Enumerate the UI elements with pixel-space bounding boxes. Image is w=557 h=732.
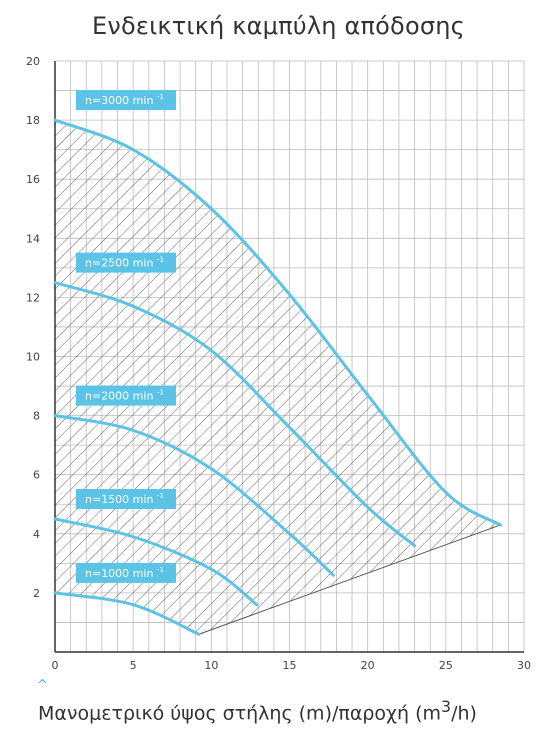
series-label-box bbox=[76, 385, 176, 406]
series-label-box bbox=[76, 252, 176, 273]
x-tick-label: 15 bbox=[283, 659, 297, 672]
chart-caption: Μανομετρικό ύψος στήλης (m)/παροχή (m3/h… bbox=[38, 697, 477, 724]
series-line bbox=[53, 591, 201, 636]
series-label-name: n=1000 min bbox=[85, 567, 157, 580]
series-label-text: n=2500 min -1 bbox=[85, 256, 164, 270]
caption-prefix: Μανομετρικό ύψος στήλης (m)/παροχή (m bbox=[38, 702, 442, 725]
x-tick-label: 5 bbox=[130, 659, 137, 672]
y-tick-label: 16 bbox=[26, 173, 40, 186]
y-tick-label: 10 bbox=[26, 351, 40, 364]
operating-area bbox=[55, 120, 501, 635]
x-tick-label: 30 bbox=[517, 659, 531, 672]
curves bbox=[53, 118, 503, 636]
series-label-text: n=3000 min -1 bbox=[85, 93, 164, 107]
caption-sup: 3 bbox=[441, 697, 452, 716]
series-label: n=1000 min -1 bbox=[76, 562, 176, 583]
series-line bbox=[53, 414, 335, 577]
series-label-sup: -1 bbox=[157, 566, 164, 574]
series-line bbox=[53, 517, 259, 607]
operating-area-hatch bbox=[55, 120, 501, 635]
series-label-text: n=1000 min -1 bbox=[85, 566, 164, 580]
series-line bbox=[53, 281, 417, 548]
series-label-box bbox=[76, 90, 176, 111]
y-tick-label: 8 bbox=[33, 410, 40, 423]
x-tick-label: 25 bbox=[439, 659, 453, 672]
axes bbox=[54, 61, 524, 653]
y-tick-label: 14 bbox=[26, 232, 40, 245]
tick-labels: 2 4 6 8 10 12 14 16 18 20 0 5 10 15 20 25 30 bbox=[26, 55, 531, 672]
series-label-sup: -1 bbox=[157, 492, 164, 500]
series-label: n=2500 min -1 bbox=[76, 252, 176, 273]
series-label-name: n=2500 min bbox=[85, 257, 157, 270]
series-label-name: n=3000 min bbox=[85, 94, 157, 107]
series-label-box bbox=[76, 489, 176, 510]
y-tick-label: 4 bbox=[33, 528, 40, 541]
series-label-text: n=1500 min -1 bbox=[85, 492, 164, 506]
series-label-name: n=2000 min bbox=[85, 390, 157, 403]
chart-title: Ενδεικτική καμπύλη απόδοσης bbox=[92, 12, 465, 40]
series-label: n=1500 min -1 bbox=[76, 489, 176, 510]
y-tick-label: 2 bbox=[33, 587, 40, 600]
series-label-text: n=2000 min -1 bbox=[85, 389, 164, 403]
x-tick-label: 10 bbox=[204, 659, 218, 672]
series-label: n=2000 min -1 bbox=[76, 385, 176, 406]
series-labels: n=3000 min -1n=2500 min -1n=2000 min -1n… bbox=[76, 90, 176, 583]
y-tick-label: 20 bbox=[26, 55, 40, 68]
series-label-sup: -1 bbox=[157, 389, 164, 397]
series-label: n=3000 min -1 bbox=[76, 90, 176, 111]
y-tick-label: 12 bbox=[26, 291, 40, 304]
series-label-sup: -1 bbox=[157, 93, 164, 101]
series-label-sup: -1 bbox=[157, 256, 164, 264]
caption-suffix: /h) bbox=[451, 702, 477, 725]
y-tick-label: 18 bbox=[26, 114, 40, 127]
x-tick-label: 0 bbox=[52, 659, 59, 672]
x-tick-label: 20 bbox=[361, 659, 375, 672]
caret-mark: ^ bbox=[37, 678, 48, 693]
series-line bbox=[53, 118, 503, 527]
series-label-name: n=1500 min bbox=[85, 493, 157, 506]
y-tick-label: 6 bbox=[33, 469, 40, 482]
series-label-box bbox=[76, 562, 176, 583]
operating-limit-line bbox=[198, 524, 501, 635]
